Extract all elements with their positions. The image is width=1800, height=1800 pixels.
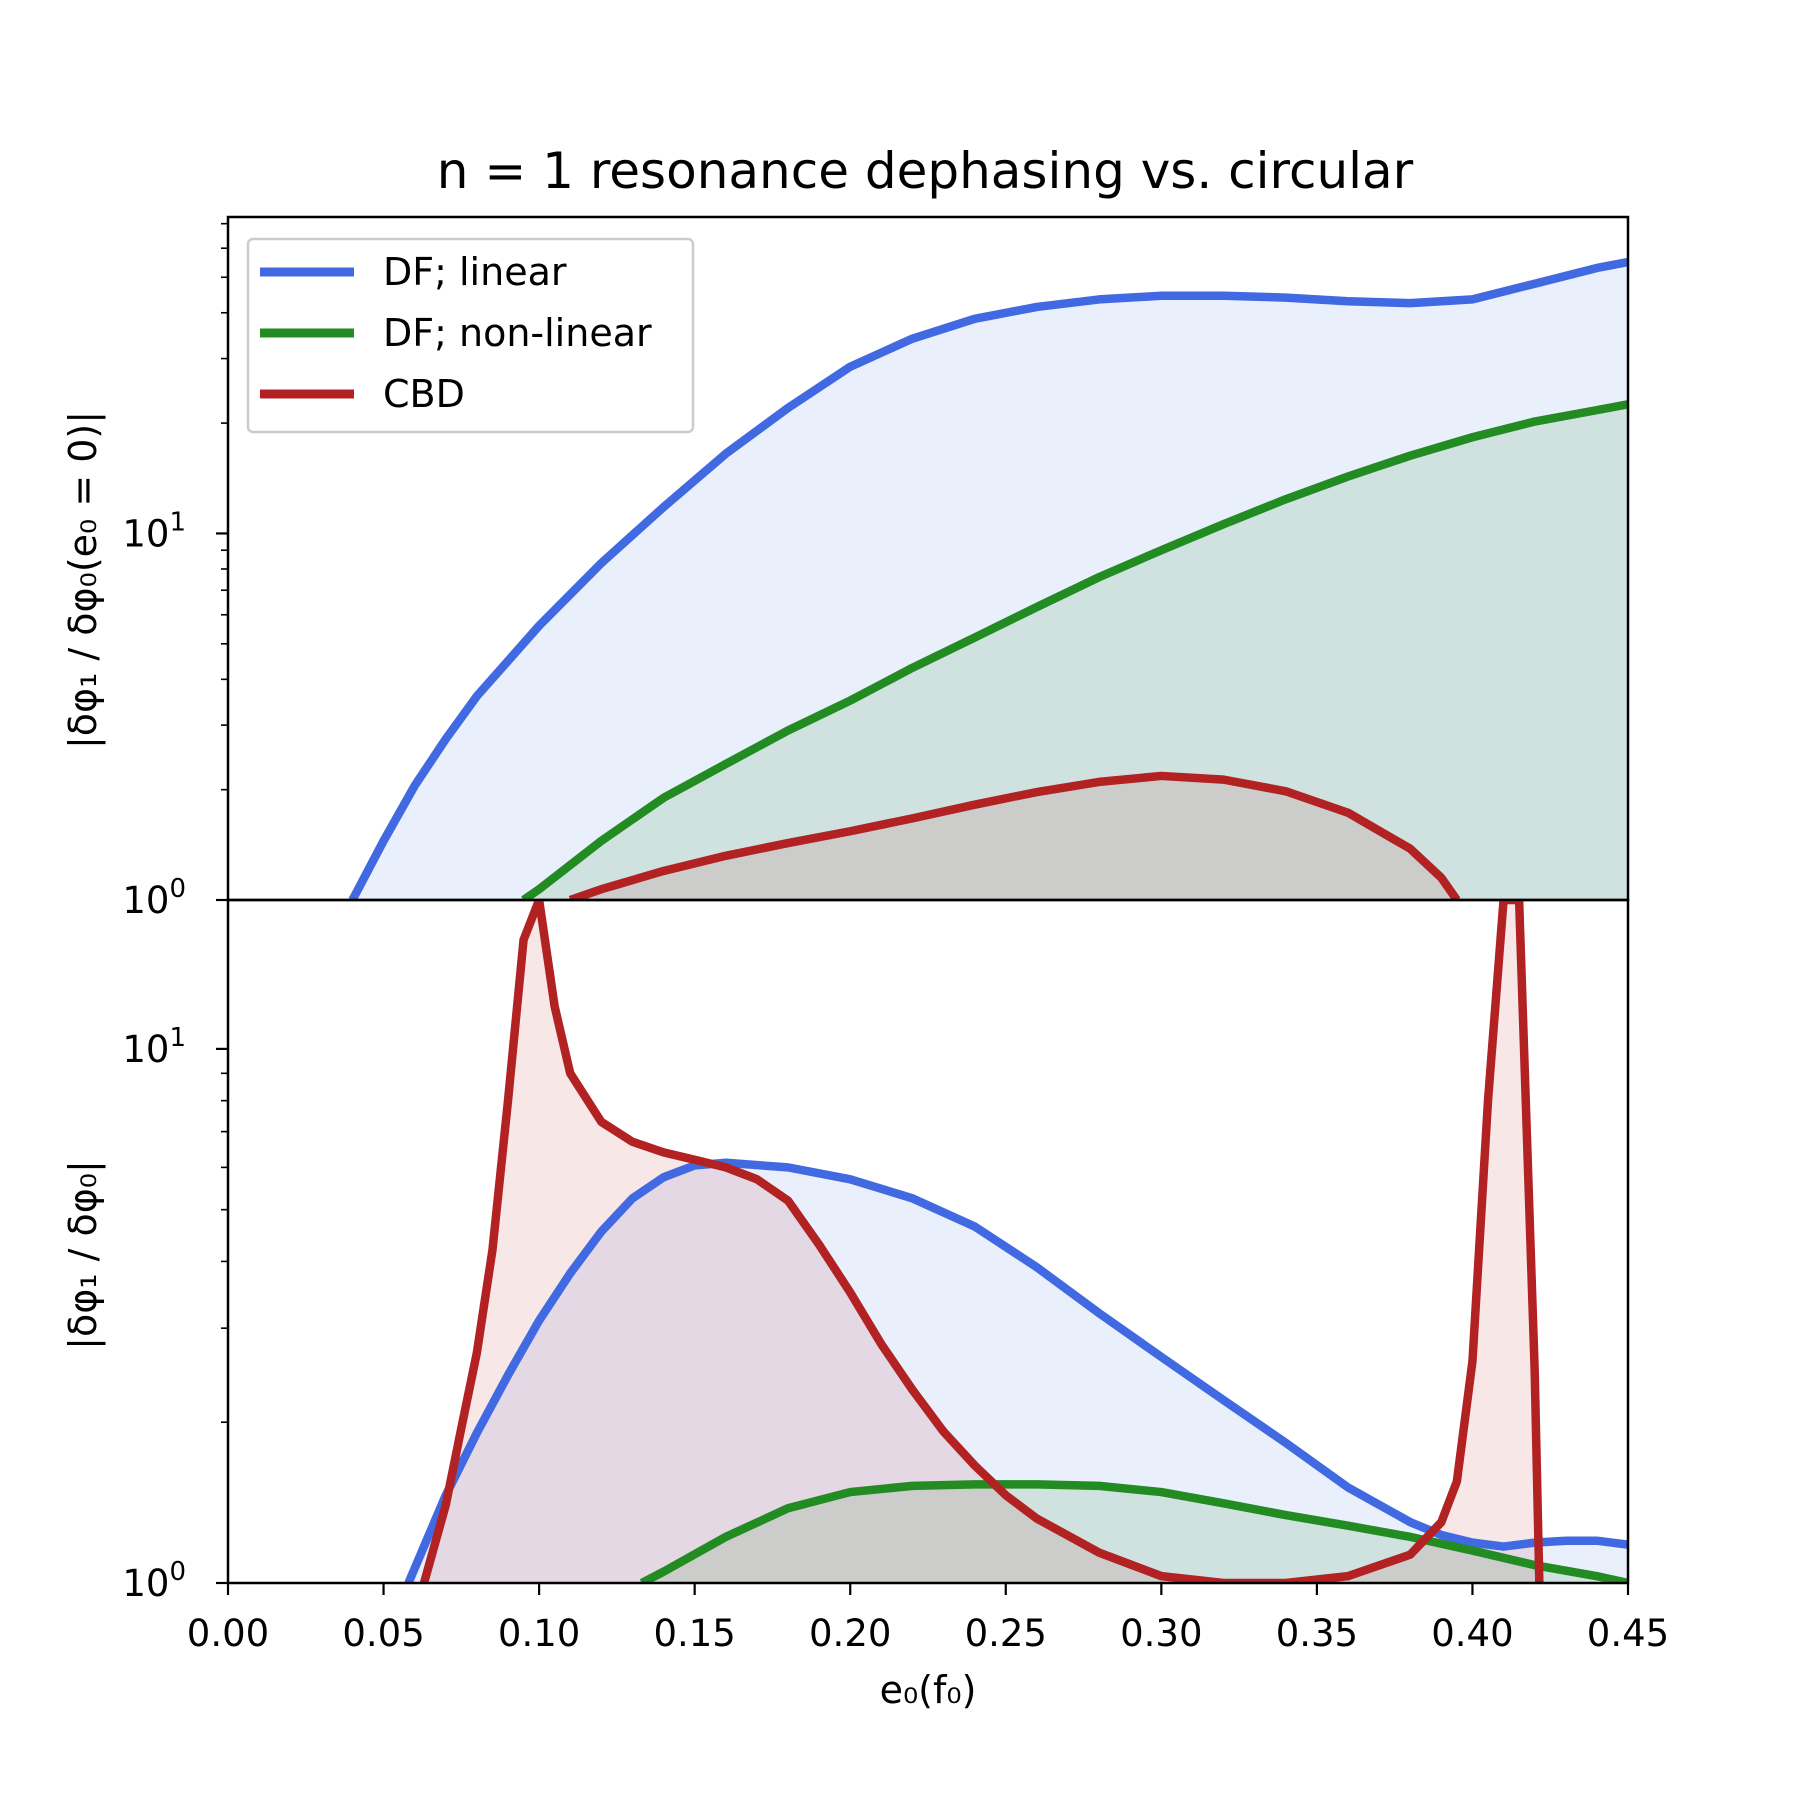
top-line-df-non-linear bbox=[521, 400, 1628, 900]
top-series-lines bbox=[348, 257, 1628, 900]
legend-label-df-linear: DF; linear bbox=[383, 250, 567, 294]
top-series-fills bbox=[352, 262, 1628, 900]
x-tick-label: 0.15 bbox=[653, 1612, 735, 1655]
x-tick-label: 0.05 bbox=[342, 1612, 424, 1655]
legend: DF; linear DF; non-linear CBD bbox=[246, 237, 695, 434]
bottom-series-lines bbox=[404, 900, 1628, 1583]
bottom-line-df-linear bbox=[404, 1158, 1628, 1583]
bottom-fill-cbd bbox=[424, 900, 1540, 1583]
x-tick-label: 0.25 bbox=[965, 1612, 1047, 1655]
x-tick-label: 0.30 bbox=[1120, 1612, 1202, 1655]
bottom-frame bbox=[226, 898, 1630, 1585]
x-axis-ticks: 0.00 0.05 0.10 0.15 0.20 0.25 0.30 0.35 0.40 0.45 bbox=[187, 1583, 1669, 1655]
x-tick-label: 0.35 bbox=[1276, 1612, 1358, 1655]
x-tick-label: 0.45 bbox=[1587, 1612, 1669, 1655]
bottom-series-fills bbox=[408, 900, 1628, 1583]
top-y-axis-label: |δφ₁ / δφ₀(e₀ = 0)| bbox=[61, 411, 106, 749]
bottom-y-tick-label-0: 100 bbox=[122, 1557, 186, 1605]
x-tick-label: 0.10 bbox=[498, 1612, 580, 1655]
top-y-tick-label-1: 101 bbox=[122, 507, 186, 555]
top-line-df-linear bbox=[348, 257, 1628, 900]
bottom-y-axis-label: |δφ₁ / δφ₀| bbox=[61, 1160, 106, 1350]
top-y-tick-base: 10 bbox=[122, 879, 169, 922]
top-y-tick-label-0: 100 bbox=[122, 874, 186, 922]
bottom-line-cbd bbox=[419, 900, 1544, 1583]
bottom-fill-df-non-linear bbox=[641, 1484, 1628, 1583]
top-y-tick-base: 10 bbox=[122, 512, 169, 555]
x-tick-label: 0.20 bbox=[809, 1612, 891, 1655]
bottom-y-tick-base: 10 bbox=[122, 1562, 169, 1605]
x-tick-label: 0.00 bbox=[187, 1612, 269, 1655]
top-fill-cbd bbox=[570, 775, 1457, 900]
legend-box bbox=[246, 237, 695, 434]
legend-label-df-non-linear: DF; non-linear bbox=[383, 311, 652, 355]
x-tick-label: 0.40 bbox=[1431, 1612, 1513, 1655]
bottom-y-tick-label-1: 101 bbox=[122, 1023, 186, 1071]
bottom-fill-df-linear bbox=[408, 1162, 1628, 1583]
legend-label-cbd: CBD bbox=[383, 372, 465, 416]
bottom-y-tick-base: 10 bbox=[122, 1028, 169, 1071]
bottom-y-tick-exp: 0 bbox=[169, 1557, 186, 1587]
top-y-tick-exp: 1 bbox=[169, 507, 186, 537]
chart-title: n = 1 resonance dephasing vs. circular bbox=[437, 142, 1414, 200]
top-fill-df-linear bbox=[352, 262, 1628, 900]
top-line-cbd bbox=[568, 771, 1461, 900]
top-y-tick-exp: 0 bbox=[169, 874, 186, 904]
top-fill-df-non-linear bbox=[523, 404, 1628, 900]
bottom-y-tick-exp: 1 bbox=[169, 1023, 186, 1053]
x-axis-label: e₀(f₀) bbox=[880, 1668, 977, 1712]
bottom-line-df-non-linear bbox=[639, 1480, 1628, 1583]
